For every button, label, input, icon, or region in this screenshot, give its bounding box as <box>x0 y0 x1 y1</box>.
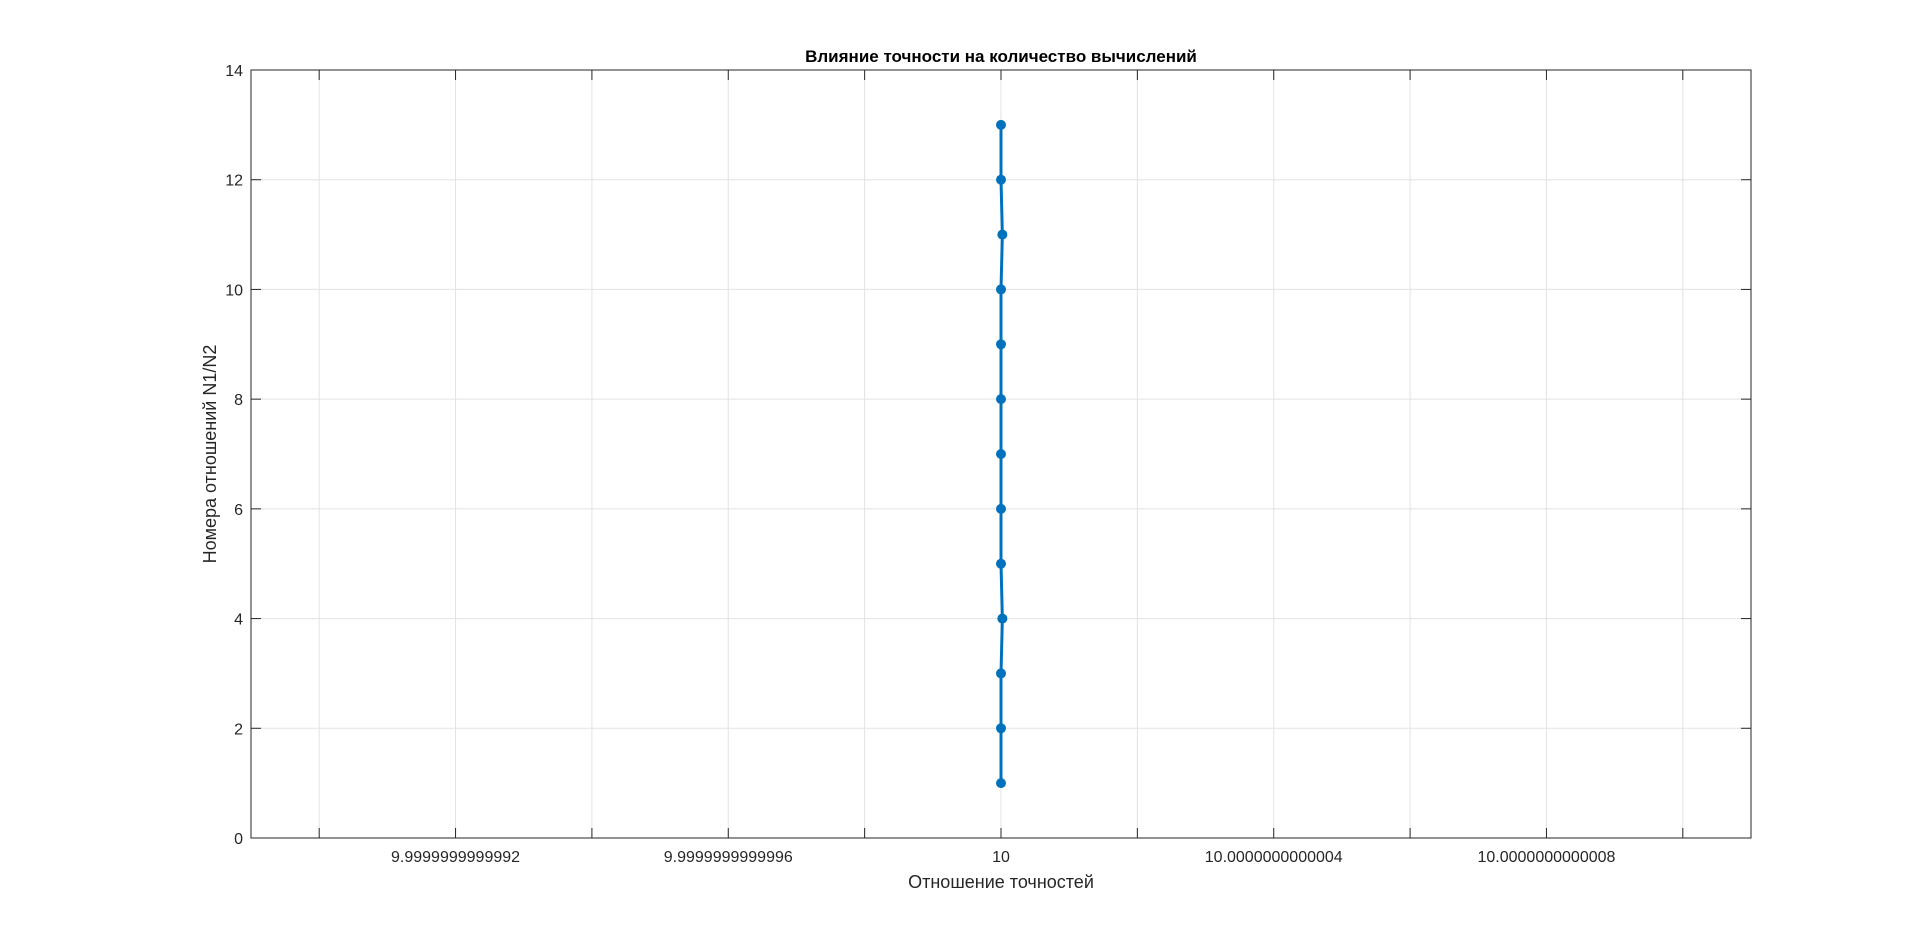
y-tick-label: 6 <box>234 502 243 519</box>
y-tick-label: 10 <box>225 282 243 299</box>
data-point <box>996 339 1006 350</box>
data-point <box>996 284 1006 295</box>
x-tick-label: 10.0000000000008 <box>1477 849 1615 866</box>
data-point <box>996 503 1006 514</box>
y-tick-label: 8 <box>234 392 243 409</box>
chart-title: Влияние точности на количество вычислени… <box>805 47 1197 66</box>
y-tick-label: 4 <box>234 612 243 629</box>
data-point <box>996 558 1006 569</box>
x-tick-label: 9.9999999999996 <box>664 849 793 866</box>
data-point <box>996 723 1006 734</box>
x-tick-label: 10.0000000000004 <box>1205 849 1343 866</box>
series-layer <box>996 119 1008 789</box>
data-point <box>996 174 1006 185</box>
plot-area-border <box>250 69 1752 839</box>
data-point <box>996 119 1006 130</box>
data-point <box>997 613 1008 624</box>
data-point <box>996 668 1006 679</box>
y-tick-label: 0 <box>234 831 243 848</box>
y-tick-label: 14 <box>225 63 243 80</box>
data-point <box>996 449 1006 459</box>
tick-labels: 9.9999999999992 9.9999999999996 10 10.00000… <box>225 63 1615 866</box>
data-point <box>996 778 1006 789</box>
x-tick-label: 9.9999999999992 <box>391 849 520 866</box>
data-point <box>997 229 1008 240</box>
y-tick-label: 12 <box>225 173 243 190</box>
y-axis-label: Номера отношений N1/N2 <box>200 345 220 564</box>
x-tick-label: 10 <box>992 849 1010 866</box>
y-tick-label: 2 <box>234 721 243 738</box>
data-point <box>996 394 1006 405</box>
ticks <box>251 69 1751 839</box>
x-axis-label: Отношение точностей <box>908 872 1094 892</box>
